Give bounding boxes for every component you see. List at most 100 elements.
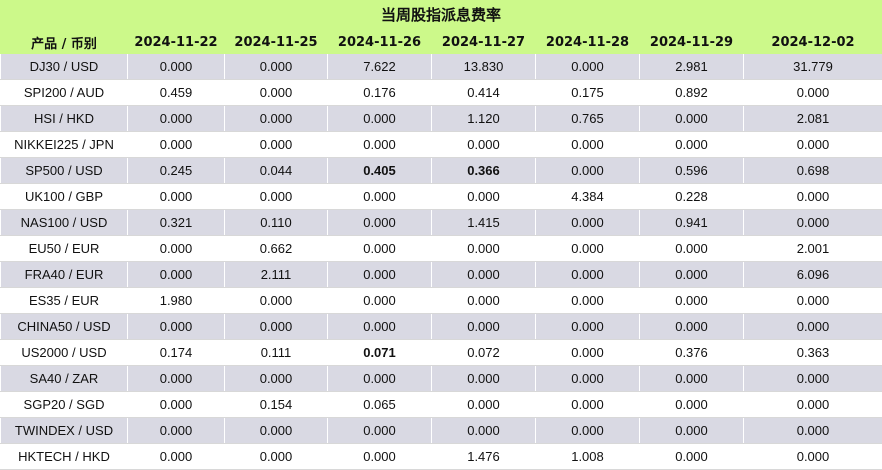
column-header-date: 2024-11-26 [328, 31, 432, 54]
rate-cell: 0.000 [128, 444, 225, 470]
rate-cell: 0.000 [432, 262, 536, 288]
rate-cell: 0.000 [744, 80, 882, 106]
rate-cell: 1.476 [432, 444, 536, 470]
rate-cell: 0.000 [328, 444, 432, 470]
rate-cell: 0.000 [536, 236, 640, 262]
rate-cell: 0.000 [128, 54, 225, 80]
rate-cell: 0.000 [432, 314, 536, 340]
rate-cell: 0.175 [536, 80, 640, 106]
rate-cell: 0.000 [225, 288, 328, 314]
rate-cell: 0.941 [640, 210, 744, 236]
rate-cell: 0.000 [328, 366, 432, 392]
rate-cell: 0.000 [225, 184, 328, 210]
column-header-date: 2024-11-28 [536, 31, 640, 54]
rate-cell: 0.000 [640, 288, 744, 314]
rate-cell: 0.000 [128, 262, 225, 288]
rate-cell: 0.000 [640, 392, 744, 418]
rate-cell: 0.000 [536, 158, 640, 184]
product-cell: SA40 / ZAR [1, 366, 128, 392]
rate-cell: 0.000 [225, 132, 328, 158]
product-cell: HKTECH / HKD [1, 444, 128, 470]
rate-cell: 0.245 [128, 158, 225, 184]
product-cell: US2000 / USD [1, 340, 128, 366]
rate-cell: 0.072 [432, 340, 536, 366]
rate-cell: 0.765 [536, 106, 640, 132]
product-cell: HSI / HKD [1, 106, 128, 132]
rate-cell: 0.000 [225, 366, 328, 392]
rate-cell: 0.000 [640, 236, 744, 262]
rate-cell: 0.000 [128, 418, 225, 444]
rate-cell: 0.000 [536, 340, 640, 366]
rate-cell: 1.120 [432, 106, 536, 132]
rate-cell: 0.000 [536, 314, 640, 340]
rate-cell: 2.981 [640, 54, 744, 80]
rate-cell: 0.044 [225, 158, 328, 184]
rate-cell: 0.321 [128, 210, 225, 236]
rate-cell: 0.000 [128, 184, 225, 210]
rate-cell: 0.000 [432, 236, 536, 262]
rate-cell: 0.459 [128, 80, 225, 106]
rate-cell: 0.174 [128, 340, 225, 366]
rate-cell: 0.000 [328, 210, 432, 236]
rate-cell: 7.622 [328, 54, 432, 80]
rate-cell: 0.000 [640, 314, 744, 340]
rate-cell: 1.415 [432, 210, 536, 236]
rate-cell: 31.779 [744, 54, 882, 80]
product-cell: NIKKEI225 / JPN [1, 132, 128, 158]
rate-cell: 0.000 [128, 132, 225, 158]
rate-cell: 0.000 [536, 210, 640, 236]
rate-cell: 0.228 [640, 184, 744, 210]
product-cell: NAS100 / USD [1, 210, 128, 236]
rate-cell: 0.071 [328, 340, 432, 366]
rate-cell: 0.000 [432, 392, 536, 418]
rate-cell: 0.698 [744, 158, 882, 184]
rate-cell: 6.096 [744, 262, 882, 288]
rate-cell: 0.000 [640, 444, 744, 470]
rate-cell: 0.000 [744, 184, 882, 210]
rate-cell: 0.000 [536, 54, 640, 80]
rate-cell: 0.363 [744, 340, 882, 366]
column-header-date: 2024-11-22 [128, 31, 225, 54]
product-cell: SP500 / USD [1, 158, 128, 184]
rate-cell: 1.980 [128, 288, 225, 314]
column-header-date: 2024-11-27 [432, 31, 536, 54]
rate-cell: 0.000 [128, 236, 225, 262]
rate-cell: 0.000 [536, 366, 640, 392]
rate-cell: 0.110 [225, 210, 328, 236]
column-header-date: 2024-11-29 [640, 31, 744, 54]
rate-cell: 1.008 [536, 444, 640, 470]
rate-cell: 0.414 [432, 80, 536, 106]
rate-cell: 0.000 [328, 314, 432, 340]
rate-cell: 0.376 [640, 340, 744, 366]
column-header-date: 2024-11-25 [225, 31, 328, 54]
rate-cell: 0.000 [128, 314, 225, 340]
rate-cell: 0.000 [225, 54, 328, 80]
rate-cell: 0.000 [536, 288, 640, 314]
rate-cell: 0.111 [225, 340, 328, 366]
rate-cell: 0.892 [640, 80, 744, 106]
rate-cell: 0.000 [328, 106, 432, 132]
rate-cell: 0.000 [432, 288, 536, 314]
rate-cell: 0.000 [328, 288, 432, 314]
rate-cell: 0.000 [432, 418, 536, 444]
rate-cell: 0.000 [744, 288, 882, 314]
column-header-product: 产品 / 币别 [1, 31, 128, 54]
rate-cell: 0.000 [225, 314, 328, 340]
rate-cell: 0.366 [432, 158, 536, 184]
rate-cell: 0.000 [225, 444, 328, 470]
rate-cell: 0.154 [225, 392, 328, 418]
rate-cell: 0.065 [328, 392, 432, 418]
rate-cell: 2.081 [744, 106, 882, 132]
rate-cell: 0.000 [536, 132, 640, 158]
rate-cell: 0.000 [744, 366, 882, 392]
rate-cell: 0.000 [432, 132, 536, 158]
